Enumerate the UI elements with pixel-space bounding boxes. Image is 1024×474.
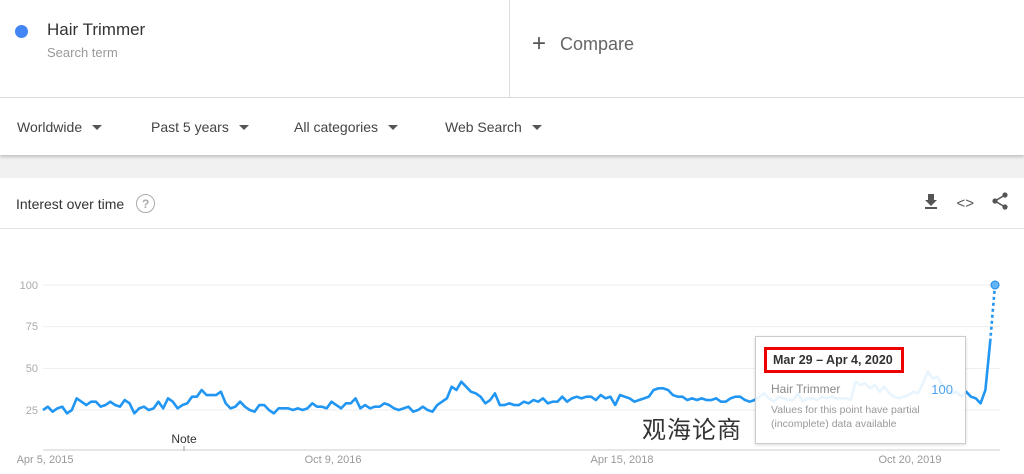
- share-icon[interactable]: [992, 192, 1008, 215]
- search-type-label: Web Search: [445, 119, 522, 135]
- y-tick-label: 25: [26, 405, 38, 417]
- tooltip-term: Hair Trimmer: [771, 382, 841, 396]
- help-icon[interactable]: ?: [136, 194, 156, 213]
- tooltip-value: 100: [931, 382, 953, 397]
- embed-icon[interactable]: <>: [956, 195, 974, 212]
- time-range-label: Past 5 years: [151, 119, 229, 135]
- series-color-dot: [15, 25, 28, 38]
- y-tick-label: 75: [26, 321, 38, 333]
- search-term-name[interactable]: Hair Trimmer: [47, 20, 146, 39]
- chevron-down-icon: [238, 124, 249, 130]
- search-term-subtitle: Search term: [47, 45, 118, 60]
- y-tick-label: 100: [20, 280, 38, 292]
- tooltip-note: Values for this point have partial (inco…: [771, 404, 920, 430]
- x-tick-label: Oct 9, 2016: [305, 454, 362, 466]
- category-label: All categories: [294, 119, 379, 135]
- filter-bar: Worldwide Past 5 years All categories We…: [0, 98, 1024, 155]
- search-term-card[interactable]: Hair Trimmer Search term: [0, 0, 510, 98]
- card-divider: [0, 228, 1024, 229]
- partial-data-segment: [988, 284, 997, 342]
- chevron-down-icon: [388, 124, 399, 130]
- y-tick-label: 50: [26, 363, 38, 375]
- region-label: Worldwide: [17, 119, 83, 135]
- region-dropdown[interactable]: Worldwide: [17, 119, 103, 135]
- time-range-dropdown[interactable]: Past 5 years: [151, 119, 249, 135]
- note-annotation: Note: [171, 432, 197, 446]
- x-tick-label: Oct 20, 2019: [879, 454, 942, 466]
- chevron-down-icon: [531, 124, 542, 130]
- compare-label: Compare: [560, 33, 635, 54]
- download-icon[interactable]: [924, 193, 938, 214]
- data-point-tooltip: Mar 29 – Apr 4, 2020 Hair Trimmer 100 Val…: [755, 336, 966, 444]
- watermark-logo: 观海论商: [642, 416, 742, 444]
- category-dropdown[interactable]: All categories: [294, 119, 399, 135]
- search-terms-bar: Hair Trimmer Search term + Compare: [0, 0, 1024, 98]
- compare-button[interactable]: + Compare: [532, 30, 634, 58]
- x-tick-label: Apr 15, 2018: [591, 454, 654, 466]
- x-tick-label: Apr 5, 2015: [17, 454, 74, 466]
- chevron-down-icon: [92, 124, 103, 130]
- plus-icon: +: [532, 30, 547, 57]
- search-type-dropdown[interactable]: Web Search: [445, 119, 542, 135]
- tooltip-date: Mar 29 – Apr 4, 2020: [764, 347, 904, 373]
- hovered-data-point: [990, 280, 1000, 290]
- card-title: Interest over time: [16, 195, 125, 212]
